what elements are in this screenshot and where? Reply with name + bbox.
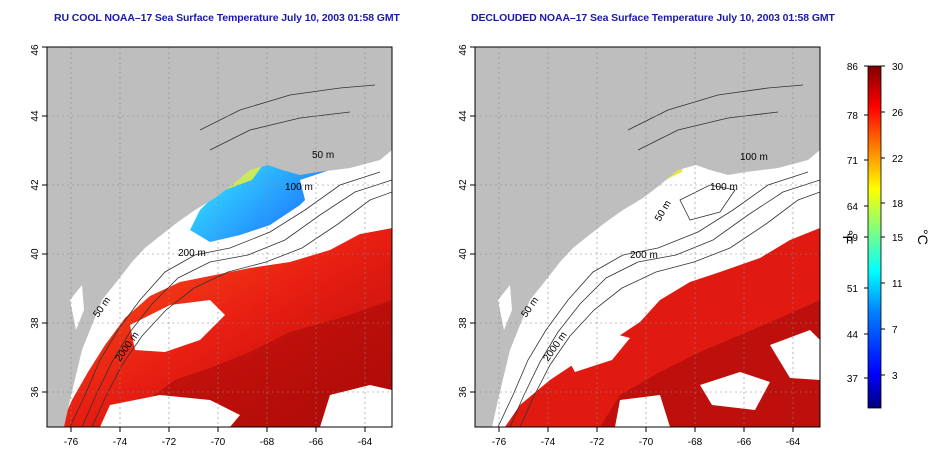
left-contour-label: 100 m bbox=[285, 182, 313, 193]
left-bathymetry-contours bbox=[69, 84, 392, 427]
right-lon-tick: -70 bbox=[639, 437, 654, 448]
right-grid bbox=[475, 47, 820, 427]
right-cloud-gap bbox=[560, 330, 630, 372]
right-cloud-gap bbox=[700, 372, 770, 410]
left-lon-tick: -64 bbox=[358, 437, 373, 448]
colorbar-f-tick: 51 bbox=[847, 284, 859, 295]
right-lat-tick: 36 bbox=[458, 386, 469, 398]
left-map-title: RU COOL NOAA–17 Sea Surface Temperature … bbox=[54, 12, 400, 24]
left-lat-tick: 44 bbox=[30, 110, 41, 122]
right-lon-tick: -76 bbox=[492, 437, 507, 448]
colorbar-f-tick: 86 bbox=[847, 62, 859, 73]
left-y-axis: 36 38 40 42 44 46 bbox=[30, 44, 47, 398]
right-lon-tick: -72 bbox=[590, 437, 605, 448]
right-y-axis: 36 38 40 42 44 46 bbox=[458, 44, 475, 398]
colorbar-c-tick: 22 bbox=[892, 154, 904, 165]
colorbar-c-tick: 18 bbox=[892, 199, 904, 210]
colorbar-c-tick: 15 bbox=[892, 233, 904, 244]
left-lat-tick: 40 bbox=[30, 248, 41, 260]
colorbar-f-tick: 44 bbox=[847, 330, 859, 341]
colorbar-c-tick: 3 bbox=[892, 371, 898, 382]
right-map: 100 m 100 m 50 m 200 m 50 m 2000 m bbox=[475, 47, 820, 427]
right-contour-label: 200 m bbox=[630, 250, 658, 261]
colorbar-f-tick: 59 bbox=[847, 233, 859, 244]
colorbar-f-tick: 37 bbox=[847, 374, 859, 385]
colorbar-fahrenheit-unit: °F bbox=[840, 230, 856, 244]
left-grid bbox=[47, 47, 392, 427]
right-contour-label: 100 m bbox=[710, 182, 738, 193]
left-lat-tick: 46 bbox=[30, 44, 41, 56]
left-lon-tick: -66 bbox=[309, 437, 324, 448]
left-x-axis: -76 -74 -72 -70 -68 -66 -64 bbox=[64, 427, 373, 448]
right-lon-tick: -64 bbox=[786, 437, 801, 448]
left-lon-tick: -74 bbox=[113, 437, 128, 448]
colorbar-c-tick: 30 bbox=[892, 62, 904, 73]
left-cloud-patch bbox=[300, 160, 392, 240]
right-land-detail bbox=[498, 285, 512, 330]
left-contour-label: 50 m bbox=[312, 150, 334, 161]
left-land-detail bbox=[70, 285, 84, 330]
left-land bbox=[47, 47, 392, 427]
right-map-frame bbox=[474, 46, 821, 428]
left-map: 50 m 100 m 200 m 50 m 2000 m bbox=[47, 47, 392, 427]
left-lon-tick: -70 bbox=[211, 437, 226, 448]
left-cloud-patch bbox=[100, 395, 240, 427]
right-map-title: DECLOUDED NOAA–17 Sea Surface Temperatur… bbox=[471, 12, 835, 24]
colorbar-f-tick: 64 bbox=[847, 202, 859, 213]
colorbar-c-tick: 7 bbox=[892, 325, 898, 336]
colorbar-c-tick: 11 bbox=[892, 279, 903, 290]
colorbar: 86 78 71 64 59 51 44 37 30 26 22 18 15 1… bbox=[840, 62, 931, 409]
colorbar-f-tick: 78 bbox=[847, 111, 859, 122]
right-lat-tick: 38 bbox=[458, 317, 469, 329]
left-warm-core bbox=[140, 300, 392, 427]
left-contour-label: 200 m bbox=[178, 248, 206, 259]
right-warm-core bbox=[600, 300, 820, 427]
right-cloud-gap bbox=[770, 330, 820, 380]
left-lat-tick: 42 bbox=[30, 179, 41, 191]
left-lat-tick: 38 bbox=[30, 317, 41, 329]
right-cloud-gap bbox=[615, 395, 670, 427]
right-land bbox=[475, 47, 820, 427]
left-lon-tick: -72 bbox=[162, 437, 177, 448]
right-contour-label: 100 m bbox=[740, 152, 768, 163]
colorbar-c-tick: 26 bbox=[892, 108, 904, 119]
right-bathymetry-contours bbox=[497, 84, 820, 427]
colorbar-gradient bbox=[867, 65, 882, 409]
left-cloud-patch bbox=[320, 385, 392, 427]
colorbar-celsius-unit: °C bbox=[915, 229, 931, 245]
left-lon-tick: -68 bbox=[260, 437, 275, 448]
right-lon-tick: -74 bbox=[541, 437, 556, 448]
colorbar-f-tick: 71 bbox=[847, 156, 859, 167]
left-cloud-patch bbox=[130, 300, 225, 352]
right-lon-tick: -68 bbox=[688, 437, 703, 448]
left-map-frame bbox=[46, 46, 393, 428]
right-lat-tick: 40 bbox=[458, 248, 469, 260]
right-lon-tick: -66 bbox=[737, 437, 752, 448]
right-x-axis: -76 -74 -72 -70 -68 -66 -64 bbox=[492, 427, 801, 448]
right-lat-tick: 44 bbox=[458, 110, 469, 122]
right-lat-tick: 42 bbox=[458, 179, 469, 191]
left-lon-tick: -76 bbox=[64, 437, 79, 448]
left-lat-tick: 36 bbox=[30, 386, 41, 398]
right-lat-tick: 46 bbox=[458, 44, 469, 56]
